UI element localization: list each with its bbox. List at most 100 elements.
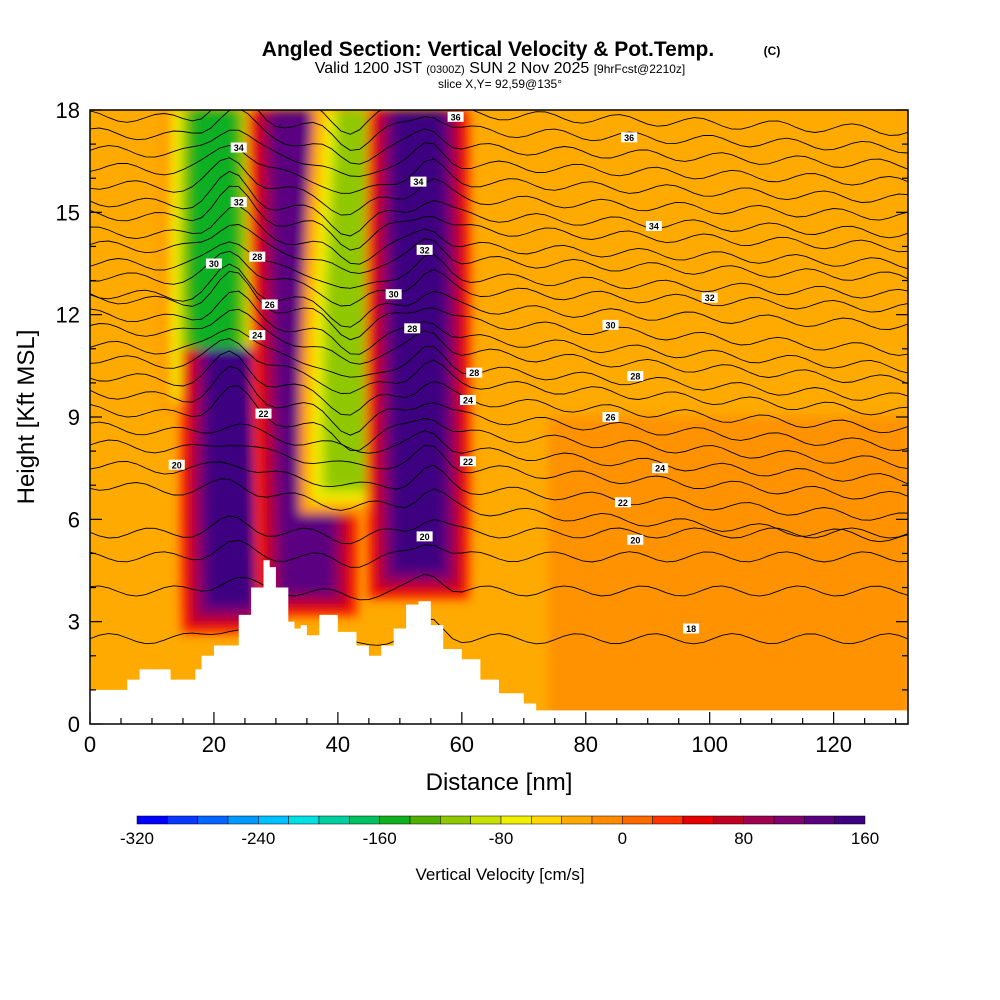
contour-label-bg <box>683 623 700 634</box>
chart-title-suffix: (C) <box>764 44 781 58</box>
stable-layer-region <box>548 417 908 724</box>
velocity-level-140 <box>207 348 258 603</box>
colorbar-swatch <box>440 815 471 825</box>
y-tick-label: 0 <box>68 712 80 737</box>
theta-contour-line <box>90 328 908 401</box>
colorbar-swatch <box>379 815 411 825</box>
colorbar-swatch <box>136 815 168 825</box>
contour-label: 36 <box>451 112 461 122</box>
contour-label: 22 <box>463 457 473 467</box>
theta-contour-line <box>90 439 908 500</box>
x-tick-label: 120 <box>815 732 852 757</box>
contour-label-bg <box>614 497 631 508</box>
contour-label: 32 <box>420 245 430 255</box>
theta-contour-line <box>90 338 908 416</box>
contour-label-bg <box>460 456 477 467</box>
chart-title: Angled Section: Vertical Velocity & Pot.… <box>262 38 714 61</box>
contour-label-bg <box>701 292 718 303</box>
y-axis-label: Height [Kft MSL] <box>13 330 40 505</box>
contour-label-bg <box>447 111 464 122</box>
contour-label-bg <box>602 412 619 422</box>
colorbar-swatch <box>561 815 593 825</box>
contour-label-bg <box>230 197 247 208</box>
theta-contour-line <box>90 205 908 270</box>
colorbar-tick-label: -160 <box>363 829 397 848</box>
velocity-level-140 <box>393 110 444 569</box>
terrain-mask <box>90 560 908 724</box>
contour-label-bg <box>230 142 247 153</box>
theta-contour-line <box>90 573 908 601</box>
y-tick-label: 3 <box>68 610 80 635</box>
y-tick-label: 9 <box>68 405 80 430</box>
contour-label-bg <box>466 367 483 378</box>
contour-label-bg <box>416 531 433 542</box>
theta-contour-line <box>90 110 908 170</box>
contour-label: 26 <box>265 300 275 310</box>
colorbar-swatch <box>470 815 502 825</box>
theta-contour-line <box>90 157 908 221</box>
contour-label: 34 <box>413 177 423 187</box>
velocity-band-updraft <box>179 348 286 634</box>
contour-label: 24 <box>655 464 665 474</box>
colorbar-swatch <box>349 815 380 825</box>
colorbar-tick-label: 160 <box>851 829 879 848</box>
y-tick-label: 12 <box>56 303 80 328</box>
colorbar-tick-label: -240 <box>241 829 275 848</box>
contour-label: 30 <box>389 290 399 300</box>
theta-contour-line <box>90 110 908 154</box>
contour-label-bg <box>410 176 427 187</box>
theta-contour-line <box>90 263 908 330</box>
colorbar-swatch <box>288 815 320 825</box>
y-tick-label: 15 <box>56 200 80 225</box>
theta-contour-line <box>90 241 908 299</box>
colorbar-swatch <box>409 815 441 825</box>
colorbar-label: Vertical Velocity [cm/s] <box>415 865 584 884</box>
colorbar-tick-label: 80 <box>734 829 753 848</box>
theta-contour-line <box>90 270 908 356</box>
velocity-band-downdraft <box>161 110 267 412</box>
contour-label: 36 <box>624 133 634 143</box>
velocity-field: 36 36 34 34 34 32 32 32 30 30 30 28 28 28 28 26 26 24 24 24… <box>90 110 908 724</box>
contour-label: 24 <box>252 331 262 341</box>
theta-contour-line <box>319 110 908 136</box>
theta-contour-line <box>90 350 908 434</box>
x-tick-label: 100 <box>691 732 728 757</box>
contour-label-bg <box>645 220 662 231</box>
contour-label: 20 <box>630 535 640 545</box>
contour-label-bg <box>404 323 421 334</box>
theta-contour-line <box>90 129 908 186</box>
x-tick-label: 0 <box>84 732 96 757</box>
theta-contour-line <box>90 185 908 253</box>
contour-label: 28 <box>630 372 640 382</box>
colorbar-swatch <box>591 815 623 825</box>
colorbar-swatch <box>500 815 532 825</box>
contour-label-bg <box>627 371 644 382</box>
contour-label: 20 <box>172 460 182 470</box>
y-tick-label: 6 <box>68 507 80 532</box>
contour-label: 32 <box>705 293 715 303</box>
colorbar-swatch <box>743 815 775 825</box>
contour-label-bg <box>255 408 272 419</box>
contour-label: 30 <box>209 259 219 269</box>
colorbar-swatch <box>531 815 562 825</box>
contour-label-bg <box>602 319 619 330</box>
colorbar-swatch <box>197 815 229 825</box>
colorbar-swatch <box>773 815 805 825</box>
theta-contour-line <box>90 365 908 451</box>
contour-label: 22 <box>259 409 269 419</box>
theta-contour-line <box>90 385 908 470</box>
colorbar-tick-label: 0 <box>618 829 627 848</box>
x-axis-label: Distance [nm] <box>426 769 573 796</box>
colorbar-swatch <box>622 815 653 825</box>
x-tick-label: 60 <box>450 732 474 757</box>
contour-label: 34 <box>234 143 244 153</box>
y-tick-label: 18 <box>56 98 80 123</box>
contour-label: 22 <box>618 498 628 508</box>
velocity-band-updraft <box>365 110 472 600</box>
colorbar-swatch <box>713 815 744 825</box>
theta-contour-line <box>90 145 908 203</box>
contour-label-bg <box>249 251 266 262</box>
colorbar-tick-label: -320 <box>120 829 154 848</box>
